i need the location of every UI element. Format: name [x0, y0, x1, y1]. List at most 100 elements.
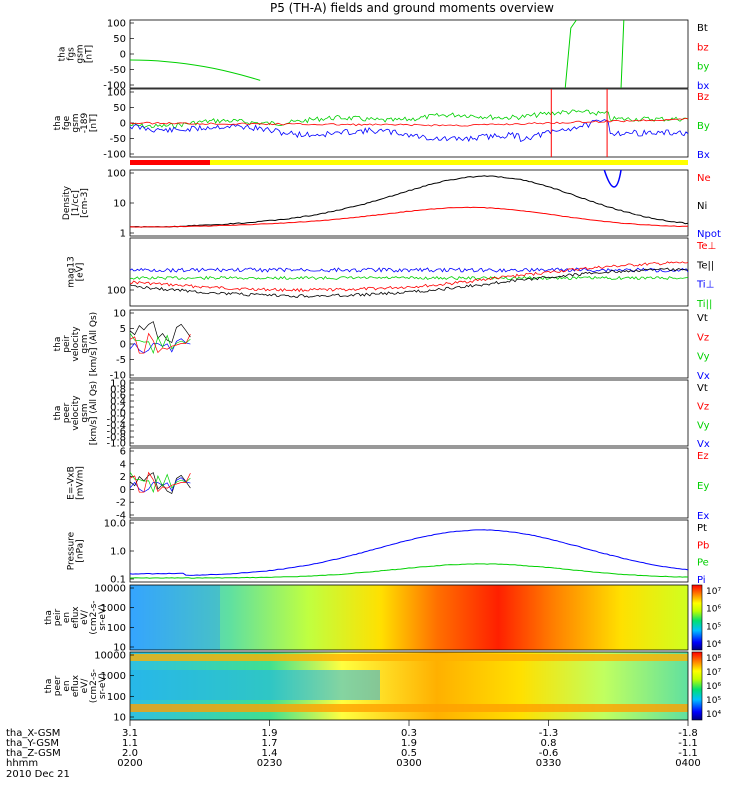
legend-entry: Ez — [697, 451, 709, 462]
y-tick-label: 0.6 — [110, 391, 126, 402]
series-Vy-line — [129, 332, 191, 355]
y-axis-label-line: tha — [44, 610, 54, 625]
y-axis-label-line: Density — [62, 185, 72, 220]
x-tick-label: 0.5 — [401, 748, 417, 759]
spectrogram-band — [130, 704, 688, 712]
y-axis-label-line: (cm2-s- — [89, 669, 99, 703]
y-axis-label: E=-VxB [mV/m] — [67, 466, 86, 500]
x-tick-label: -0.6 — [539, 748, 559, 759]
y-axis-label: tha fge gsm -189 [nT] — [53, 113, 99, 134]
legend-entry: By — [697, 121, 710, 132]
legend-entry: Te⊥ — [696, 241, 716, 252]
legend: Pt Pb Pe Pi — [697, 523, 709, 586]
y-axis-label: tha peer velocity gsm [km/s] (All Qs) — [53, 381, 99, 445]
x-tick-label: 0230 — [257, 758, 282, 769]
y-tick-label: -0.2 — [106, 415, 126, 426]
spectrogram-image — [130, 585, 688, 650]
y-tick-label: -1.0 — [106, 439, 126, 450]
y-tick-label: 0.1 — [110, 575, 126, 586]
y-tick-label: -0.6 — [106, 427, 126, 438]
colorbar-tick-label: 10⁶ — [706, 682, 721, 692]
y-tick-label: 0.4 — [110, 397, 126, 408]
y-axis-label-line: peer — [62, 402, 72, 423]
colorbar-tick-label: 10⁵ — [706, 622, 721, 632]
panel-2: 100 50 0 -50 -100 tha fge gsm -189 [nT] Bz By Bx — [53, 88, 710, 165]
legend: Bz By Bx — [697, 92, 710, 161]
x-tick-label: 1.9 — [401, 738, 417, 749]
x-axis-row-label: tha_Y-GSM — [6, 738, 59, 749]
colorbar-tick-label: 10⁷ — [706, 668, 721, 678]
spectrogram-region — [130, 670, 380, 700]
colorbar: 10⁸ 10⁷ 10⁶ 10⁵ 10⁴ — [691, 651, 721, 721]
legend-entry: Pb — [697, 540, 709, 551]
x-tick-label: 0200 — [117, 758, 142, 769]
series-Pe-line — [130, 563, 689, 579]
y-tick-label: 10.0 — [104, 519, 126, 530]
legend: Ez Ey Ex — [697, 451, 709, 522]
legend-entry: Vy — [697, 420, 710, 431]
y-axis-label: tha peer en eflux eV/(cm2-s-sr-eV) — [44, 669, 108, 703]
y-axis-label-line: tha — [53, 337, 63, 352]
x-tick-label: 0300 — [396, 758, 421, 769]
y-axis-label-line: eV/ — [80, 609, 90, 625]
y-axis-label-line: [cm-3] — [80, 188, 90, 218]
x-axis-row-label: tha_X-GSM — [6, 728, 60, 739]
y-tick-label: 4 — [120, 459, 126, 470]
y-axis-label-line: Pressure — [67, 531, 77, 570]
series-Vz-line — [129, 332, 191, 354]
y-tick-label: 0.2 — [110, 403, 126, 414]
y-axis-label-line: en — [62, 612, 72, 623]
y-axis-label-line: sr-eV) — [98, 673, 108, 699]
y-tick-label: -5 — [116, 355, 126, 366]
x-tick-label: 1.7 — [262, 738, 278, 749]
y-axis-label-line: mag13 — [67, 256, 77, 287]
y-axis-label-line: [km/s] (All Qs) — [89, 312, 99, 376]
series-By-line — [129, 109, 689, 129]
y-axis-label-line: tha — [53, 116, 63, 131]
y-tick-label: 10 — [113, 199, 126, 210]
series-Te-par-line — [129, 267, 689, 298]
legend-entry: Te|| — [696, 260, 714, 271]
y-axis-label-line: fge — [62, 115, 72, 130]
y-axis-label-line: (cm2-s- — [89, 600, 99, 634]
y-axis-label: tha peir en eflux eV/(cm2-s-sr-eV) — [44, 600, 108, 634]
legend-entry: Ni — [697, 201, 707, 212]
panel-frame — [129, 19, 689, 89]
colorbar-tick-label: 10⁴ — [706, 710, 721, 720]
y-tick-label: -100 — [103, 81, 126, 92]
y-axis-label-line: en — [62, 680, 72, 691]
y-tick-label: 10 — [113, 713, 126, 724]
series-Vx-line — [129, 477, 191, 493]
y-axis-label-line: fgs — [67, 47, 77, 61]
series-Ne-line — [129, 206, 689, 228]
colorbar-tick-label: 10⁸ — [706, 654, 721, 664]
legend-entry: Ne — [697, 173, 711, 184]
series-by-line — [129, 59, 261, 81]
y-tick-label: 100 — [107, 169, 126, 180]
x-tick-label: -1.3 — [539, 728, 559, 739]
legend-entry: Ti|| — [696, 299, 712, 310]
y-axis-label-line: sr-eV) — [98, 604, 108, 630]
y-axis-label-line: gsm — [80, 334, 90, 353]
y-axis-label: tha fgs gsm [nT] — [58, 44, 95, 63]
y-axis-label-line: tha — [44, 679, 54, 694]
y-tick-label: 1.0 — [110, 547, 126, 558]
y-axis-label-line: [mV/m] — [76, 466, 86, 500]
y-axis-label-line: [1/cc] — [71, 190, 81, 216]
colorbar-tick-label: 10⁶ — [706, 605, 721, 615]
x-tick-label: -1.1 — [678, 738, 698, 749]
y-tick-label: 5 — [120, 324, 126, 335]
y-axis-label-line: gsm — [71, 113, 81, 132]
series-Vy-line — [129, 471, 191, 494]
legend: Vt Vz Vy Vx — [697, 313, 710, 382]
panel-frame — [129, 584, 689, 651]
legend: Ne Ni Npot — [697, 173, 721, 240]
y-tick-label: 1 — [120, 229, 126, 240]
series-Ni-line — [129, 175, 689, 228]
x-tick-label: 1.4 — [262, 748, 278, 759]
x-tick-label: 0400 — [675, 758, 700, 769]
y-axis-label-line: peer — [53, 675, 63, 696]
x-tick-label: -1.8 — [678, 728, 698, 739]
x-axis-row-label: hhmm — [6, 758, 38, 769]
